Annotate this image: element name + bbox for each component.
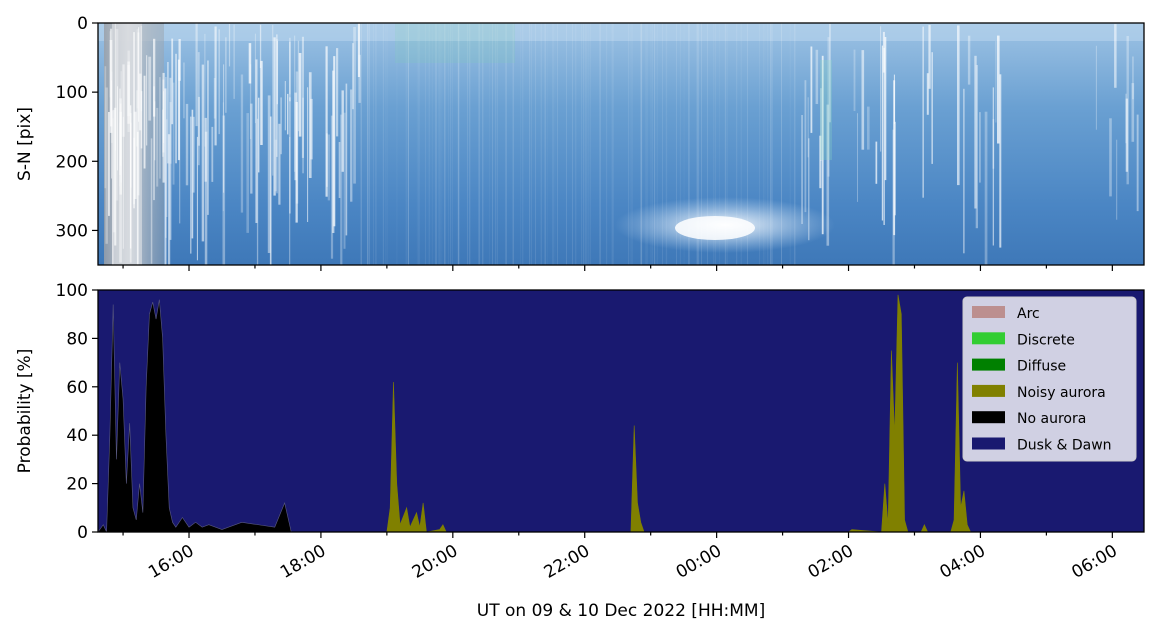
legend-swatch xyxy=(972,332,1005,345)
probability-areas xyxy=(97,294,1144,533)
bottom-x-axis: 16:00 18:00 20:00 22:00 00:00 02:00 04:00 06:00 xyxy=(122,532,1121,583)
x-tick-label: 04:00 xyxy=(937,541,989,583)
keogram-streaks xyxy=(104,23,1139,265)
legend: Arc Discrete Diffuse Noisy aurora No aurora D… xyxy=(962,296,1137,462)
top-x-ticks xyxy=(122,265,1113,271)
legend-label: Diffuse xyxy=(1017,359,1066,375)
top-y-tick-label: 200 xyxy=(56,152,88,172)
x-tick-label: 22:00 xyxy=(541,541,593,583)
legend-swatch xyxy=(972,384,1005,397)
top-y-tick-label: 0 xyxy=(77,14,88,34)
x-tick-label: 20:00 xyxy=(409,541,461,583)
legend-label: Arc xyxy=(1017,306,1040,322)
legend-label: Discrete xyxy=(1017,332,1075,348)
bottom-y-tick-label: 40 xyxy=(66,426,88,446)
legend-swatch xyxy=(972,306,1005,318)
legend-label: Dusk & Dawn xyxy=(1017,438,1112,454)
legend-label: Noisy aurora xyxy=(1017,385,1106,401)
legend-swatch xyxy=(972,411,1005,424)
bottom-y-tick-label: 20 xyxy=(66,475,88,495)
bottom-y-tick-label: 100 xyxy=(56,281,88,301)
keogram-panel: 0 100 200 300 S-N [pix] xyxy=(15,14,1145,271)
noisy-aurora-area xyxy=(386,294,972,533)
bottom-y-tick-label: 0 xyxy=(77,523,88,543)
legend-swatch xyxy=(972,437,1005,450)
x-tick-label: 06:00 xyxy=(1068,541,1120,583)
top-y-axis: 0 100 200 300 xyxy=(56,14,98,241)
probability-panel: 0 20 40 60 80 100 16:00 18:00 20:00 22:00 00:00 02… xyxy=(15,281,1145,621)
top-y-axis-label: S-N [pix] xyxy=(15,107,35,181)
bottom-y-tick-label: 60 xyxy=(66,378,88,398)
legend-label: No aurora xyxy=(1017,411,1086,427)
x-axis-label: UT on 09 & 10 Dec 2022 [HH:MM] xyxy=(477,601,765,621)
top-y-tick-label: 100 xyxy=(56,83,88,103)
x-tick-label: 16:00 xyxy=(145,541,197,583)
bottom-y-axis: 0 20 40 60 80 100 xyxy=(56,281,98,543)
x-tick-label: 18:00 xyxy=(277,541,329,583)
bottom-y-tick-label: 80 xyxy=(66,329,88,349)
legend-swatch xyxy=(972,358,1005,371)
bottom-y-axis-label: Probability [%] xyxy=(15,349,35,474)
keogram-image xyxy=(98,23,1144,265)
x-tick-label: 02:00 xyxy=(805,541,857,583)
no-aurora-area xyxy=(97,299,1144,533)
top-y-tick-label: 300 xyxy=(56,221,88,241)
x-tick-label: 00:00 xyxy=(673,541,725,583)
